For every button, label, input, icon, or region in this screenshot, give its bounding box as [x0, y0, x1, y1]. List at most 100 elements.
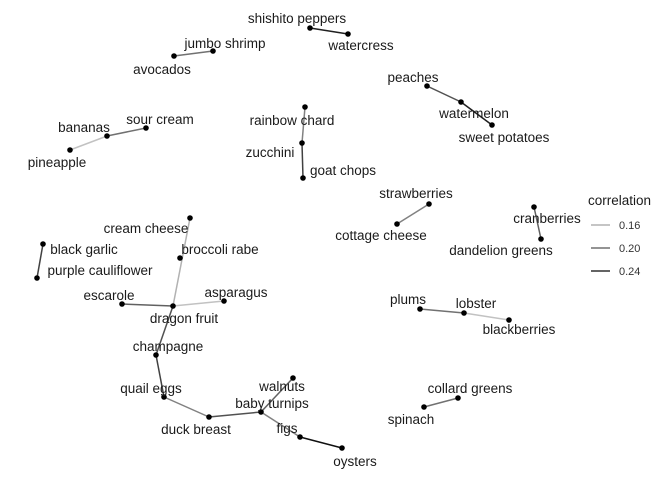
node-label-zucchini: zucchini	[246, 145, 295, 160]
legend-label-0: 0.16	[619, 220, 640, 232]
node-label-asparagus: asparagus	[204, 285, 267, 300]
node-label-escarole: escarole	[83, 288, 134, 303]
node-label-walnuts: walnuts	[258, 379, 305, 394]
node-spinach	[421, 404, 427, 410]
edge-strawberries-cottage-cheese	[396, 203, 430, 225]
node-black-garlic	[40, 241, 46, 247]
legend-label-1: 0.20	[619, 243, 640, 255]
node-label-cranberries: cranberries	[513, 211, 581, 226]
legend-title: correlation	[588, 193, 651, 208]
node-label-collard-greens: collard greens	[428, 381, 513, 396]
node-watercress	[345, 31, 351, 37]
node-label-jumbo-shrimp: jumbo shrimp	[183, 36, 265, 51]
node-label-bananas: bananas	[58, 120, 110, 135]
node-label-spinach: spinach	[388, 412, 435, 427]
node-rainbow-chard	[302, 104, 308, 110]
node-label-cream-cheese: cream cheese	[104, 221, 189, 236]
edge-baby-turnips-walnuts	[260, 377, 294, 413]
labels-layer: shishito peppers watercress jumbo shrimp av…	[28, 11, 581, 469]
node-label-rainbow-chard: rainbow chard	[250, 113, 335, 128]
node-dragon-fruit	[170, 303, 176, 309]
node-cranberries	[531, 204, 537, 210]
edge-black-garlic-purple-cauliflower	[36, 243, 44, 279]
edge-peaches-watermelon	[426, 85, 462, 103]
edge-bananas-pineapple	[69, 135, 108, 151]
edge-plums-lobster	[419, 308, 465, 314]
edge-zucchini-goat-chops	[301, 142, 304, 179]
node-shishito-peppers	[307, 25, 313, 31]
node-broccoli-rabe	[177, 255, 183, 261]
node-collard-greens	[455, 395, 461, 401]
node-sour-cream	[143, 125, 149, 131]
node-label-peaches: peaches	[387, 70, 438, 85]
node-peaches	[424, 83, 430, 89]
edge-asparagus-dragon-fruit	[172, 300, 225, 307]
node-label-baby-turnips: baby turnips	[235, 396, 309, 411]
node-strawberries	[426, 201, 432, 207]
node-label-goat-chops: goat chops	[310, 163, 376, 178]
node-purple-cauliflower	[34, 275, 40, 281]
node-sweet-potatoes	[489, 122, 495, 128]
edge-escarole-dragon-fruit	[121, 303, 174, 307]
node-bananas	[104, 133, 110, 139]
node-label-quail-eggs: quail eggs	[120, 381, 182, 396]
legend: correlation 0.16 0.20 0.24	[588, 193, 651, 278]
node-quail-eggs	[161, 394, 167, 400]
node-label-plums: plums	[390, 292, 426, 307]
node-blackberries	[506, 317, 512, 323]
node-duck-breast	[206, 414, 212, 420]
node-avocados	[171, 53, 177, 59]
node-label-avocados: avocados	[133, 62, 191, 77]
edge-cranberries-dandelion-greens	[533, 206, 542, 240]
edge-shishito-peppers-watercress	[309, 27, 349, 35]
node-cream-cheese	[187, 215, 193, 221]
nodes-layer	[34, 25, 544, 451]
node-pineapple	[67, 147, 73, 153]
edge-quail-eggs-duck-breast	[163, 396, 210, 418]
node-label-sweet-potatoes: sweet potatoes	[459, 130, 550, 145]
node-goat-chops	[300, 175, 306, 181]
node-label-sour-cream: sour cream	[126, 112, 194, 127]
node-label-champagne: champagne	[133, 339, 204, 354]
node-label-dandelion-greens: dandelion greens	[449, 243, 553, 258]
edge-baby-turnips-figs	[260, 411, 301, 438]
node-label-black-garlic: black garlic	[50, 242, 118, 257]
edge-rainbow-chard-zucchini	[301, 106, 306, 144]
node-label-dragon-fruit: dragon fruit	[150, 311, 219, 326]
node-label-duck-breast: duck breast	[161, 422, 231, 437]
node-lobster	[461, 310, 467, 316]
edge-bananas-sour-cream	[106, 127, 147, 137]
node-watermelon	[458, 99, 464, 105]
node-dandelion-greens	[538, 236, 544, 242]
edges-layer	[36, 27, 542, 449]
node-label-cottage-cheese: cottage cheese	[335, 228, 427, 243]
node-asparagus	[221, 298, 227, 304]
legend-label-2: 0.24	[619, 266, 640, 278]
node-label-watercress: watercress	[327, 38, 394, 53]
edge-champagne-quail-eggs	[155, 354, 165, 398]
edge-collard-greens-spinach	[423, 397, 459, 408]
node-figs	[297, 434, 303, 440]
node-label-blackberries: blackberries	[483, 322, 556, 337]
node-champagne	[153, 352, 159, 358]
node-label-oysters: oysters	[333, 454, 377, 469]
node-label-strawberries: strawberries	[379, 186, 453, 201]
edge-jumbo-shrimp-avocados	[173, 50, 214, 57]
edge-duck-breast-baby-turnips	[208, 411, 262, 418]
node-label-figs: figs	[276, 421, 297, 436]
edge-cream-cheese-dragon-fruit	[172, 217, 191, 307]
node-walnuts	[290, 375, 296, 381]
node-oysters	[339, 445, 345, 451]
edge-watermelon-sweet-potatoes	[460, 101, 493, 126]
node-jumbo-shrimp	[210, 48, 216, 54]
edge-lobster-blackberries	[463, 312, 510, 321]
node-zucchini	[299, 140, 305, 146]
edge-dragon-fruit-champagne	[155, 305, 174, 356]
node-plums	[417, 306, 423, 312]
node-cottage-cheese	[394, 221, 400, 227]
edge-figs-oysters	[299, 436, 343, 449]
node-label-pineapple: pineapple	[28, 155, 87, 170]
node-escarole	[119, 301, 125, 307]
node-baby-turnips	[258, 409, 264, 415]
